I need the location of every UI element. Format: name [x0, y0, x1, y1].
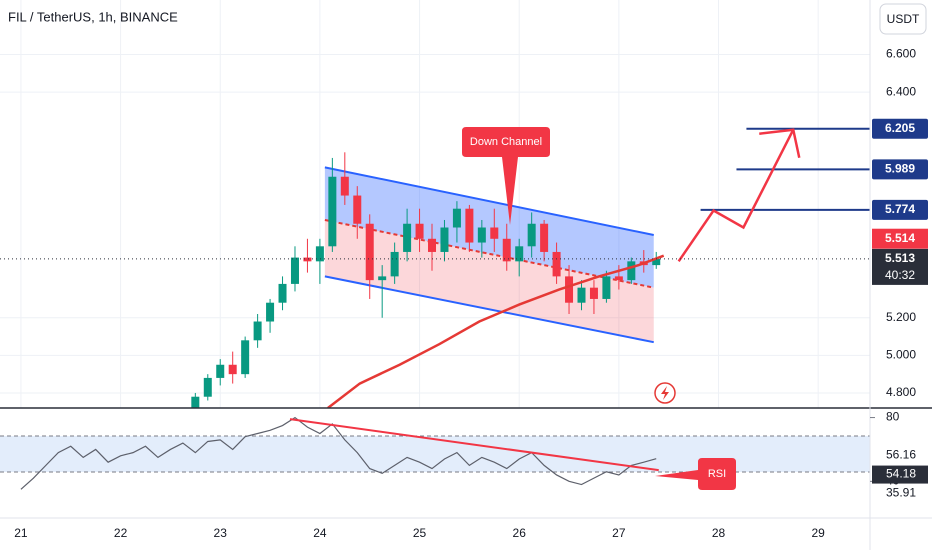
rsi-value-box — [872, 465, 928, 484]
rsi-pane: RSI — [20, 416, 736, 490]
rsi-value-box — [872, 484, 928, 503]
candle-body — [216, 364, 225, 378]
candle-body — [540, 223, 549, 252]
rsi-trendline — [289, 418, 659, 472]
main-pane: Down Channel — [0, 127, 870, 412]
rsi-tick-label: 80 — [886, 410, 900, 424]
x-tick-label: 29 — [811, 526, 825, 540]
candle-body — [241, 340, 250, 375]
candle-body — [203, 377, 212, 397]
rsi-value-box — [872, 446, 928, 465]
candle-body — [191, 396, 200, 408]
price-axis: 6.600 6.400 5.200 5.000 4.800 6.205 5.989 5.774… — [870, 47, 928, 503]
y-tick-label: 6.600 — [886, 47, 916, 61]
level-label: 6.205 — [885, 121, 915, 135]
candle-body — [390, 251, 399, 277]
channel-lower — [324, 275, 654, 344]
candle-body — [228, 364, 237, 375]
channel-upper-fill — [324, 167, 654, 288]
candle-body — [552, 251, 561, 277]
candle-body — [602, 276, 611, 299]
currency-label[interactable]: USDT — [887, 12, 920, 26]
candle-body — [403, 223, 412, 252]
callout-text: Down Channel — [470, 136, 542, 148]
candle-body — [303, 257, 312, 262]
x-tick-label: 28 — [712, 526, 726, 540]
candle-body — [315, 246, 324, 262]
candle-body — [652, 258, 661, 266]
rsi-value-label: 54.18 — [886, 467, 916, 481]
x-tick-label: 25 — [413, 526, 427, 540]
candle-body — [440, 227, 449, 252]
countdown: 40:32 — [885, 268, 915, 282]
y-tick-label: 4.800 — [886, 385, 916, 399]
candle-body — [577, 287, 586, 303]
y-tick-label: 6.400 — [886, 84, 916, 98]
level-label-box — [872, 159, 928, 180]
rsi-value-label: 56.16 — [886, 448, 916, 462]
y-tick-label: 5.200 — [886, 310, 916, 324]
candle-body — [565, 276, 574, 303]
candle-body — [502, 238, 511, 262]
x-tick-label: 23 — [214, 526, 228, 540]
candle-body — [253, 321, 262, 341]
candle-body — [428, 238, 437, 252]
x-tick-label: 24 — [313, 526, 327, 540]
rsi-value-label: 35.91 — [886, 486, 916, 500]
y-tick-label: 5.000 — [886, 348, 916, 362]
x-tick-label: 22 — [114, 526, 128, 540]
last-price-box — [872, 248, 928, 285]
alert-bolt — [661, 386, 669, 400]
candle-body — [415, 223, 424, 239]
level-label-box — [872, 118, 928, 139]
candle-body — [353, 195, 362, 224]
callout-text: RSI — [708, 468, 726, 480]
symbol-title: FIL / TetherUS, 1h, BINANCE — [8, 9, 178, 24]
candle-body — [465, 208, 474, 243]
x-tick-label: 21 — [14, 526, 28, 540]
candle-body — [527, 223, 536, 247]
channel-upper — [324, 166, 654, 237]
x-tick-label: 26 — [513, 526, 527, 540]
callout-rsi — [655, 458, 736, 490]
candle-body — [490, 227, 499, 239]
mark-price-box — [872, 228, 928, 249]
candle-body — [378, 276, 387, 281]
candle-body — [278, 283, 287, 303]
moving-average — [327, 254, 665, 409]
level-label: 5.774 — [885, 202, 915, 216]
currency-button[interactable] — [879, 3, 927, 35]
candle-body — [589, 287, 598, 299]
projection-arrowhead — [759, 128, 801, 158]
level-label: 5.989 — [885, 162, 915, 176]
projection-path — [677, 129, 795, 263]
candle-body — [290, 257, 299, 284]
candle-body — [328, 176, 337, 247]
candle-body — [477, 227, 486, 243]
last-price-label: 5.513 — [885, 251, 915, 265]
candle-body — [452, 208, 461, 228]
candle-body — [365, 223, 374, 281]
callout-down-channel — [462, 127, 550, 225]
candle-body — [340, 176, 349, 196]
rsi-line — [20, 416, 657, 490]
candle-body — [627, 261, 636, 281]
candle-body — [614, 276, 623, 281]
candle-body — [266, 302, 275, 322]
x-tick-label: 27 — [612, 526, 626, 540]
mark-price-label: 5.514 — [885, 231, 915, 245]
candle-body — [515, 246, 524, 262]
level-label-box — [872, 199, 928, 220]
